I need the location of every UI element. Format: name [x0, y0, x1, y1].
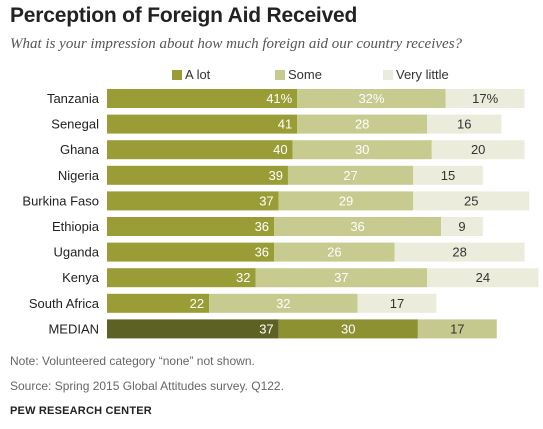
bar-uganda-some: [274, 242, 395, 262]
bar-senegal-some: [297, 114, 428, 134]
bar-kenya-very-little: [427, 268, 539, 288]
bar-ethiopia-very-little: [441, 217, 483, 236]
value-label-ghana-some: 30: [355, 142, 369, 157]
category-label-south-africa: South Africa: [29, 296, 100, 311]
bar-south-africa-some: [209, 293, 358, 313]
category-label-kenya: Kenya: [62, 270, 100, 285]
bar-ghana-a-lot: [107, 140, 293, 160]
value-label-median-some: 30: [341, 321, 355, 336]
value-label-south-africa-very-little: 17: [390, 296, 404, 311]
legend-swatch-some: [275, 70, 285, 80]
value-label-tanzania-some: 32%: [358, 91, 384, 106]
bar-senegal-a-lot: [107, 114, 298, 134]
legend-label-very-little: Very little: [396, 67, 449, 82]
value-label-kenya-a-lot: 32: [236, 270, 250, 285]
category-label-median: MEDIAN: [48, 321, 99, 336]
bar-tanzania-some: [297, 89, 446, 108]
bar-median-some: [278, 319, 418, 339]
chart-title: Perception of Foreign Aid Received: [10, 4, 358, 27]
bar-uganda-very-little: [394, 242, 525, 262]
chart-subtitle: What is your impression about how much f…: [10, 36, 463, 52]
value-label-nigeria-some: 27: [343, 168, 357, 183]
bar-burkina-faso-some: [278, 191, 414, 211]
value-label-burkina-faso-a-lot: 37: [259, 193, 273, 208]
bar-median-very-little: [417, 319, 497, 339]
chart-note: Note: Volunteered category “none” not sh…: [10, 354, 255, 368]
category-label-tanzania: Tanzania: [47, 91, 100, 106]
category-label-burkina-faso: Burkina Faso: [22, 193, 99, 208]
category-label-uganda: Uganda: [53, 245, 99, 260]
value-label-south-africa-some: 32: [276, 296, 290, 311]
chart-source: Source: Spring 2015 Global Attitudes sur…: [10, 379, 284, 393]
bar-median-a-lot: [107, 319, 279, 339]
value-label-uganda-some: 26: [327, 245, 341, 260]
value-label-ethiopia-some: 36: [350, 219, 364, 234]
value-label-senegal-a-lot: 41: [278, 117, 292, 132]
bar-kenya-some: [255, 268, 428, 288]
value-label-senegal-some: 28: [355, 117, 369, 132]
stacked-bar-chart: A lot Some Very little Tanzania 41% 32% 17% Sen…: [22, 67, 539, 339]
legend-swatch-very-little: [383, 70, 393, 80]
bar-south-africa-very-little: [357, 293, 437, 313]
legend-label-some: Some: [288, 67, 322, 82]
bar-burkina-faso-very-little: [413, 191, 530, 211]
bar-nigeria-some: [287, 165, 414, 185]
bar-tanzania-a-lot: [107, 89, 298, 108]
legend-swatch-a-lot: [172, 70, 182, 80]
bar-kenya-a-lot: [107, 268, 256, 288]
value-label-median-a-lot: 37: [259, 321, 273, 336]
bar-ghana-very-little: [431, 140, 525, 160]
value-label-south-africa-a-lot: 22: [190, 296, 204, 311]
value-label-tanzania-very-little: 17%: [472, 91, 498, 106]
bar-nigeria-a-lot: [107, 165, 288, 185]
legend-label-a-lot: A lot: [185, 67, 211, 82]
bar-senegal-very-little: [427, 114, 502, 134]
category-label-nigeria: Nigeria: [58, 168, 100, 183]
bar-ghana-some: [292, 140, 432, 160]
value-label-median-very-little: 17: [450, 321, 464, 336]
bar-ethiopia-some: [274, 217, 442, 236]
value-label-uganda-a-lot: 36: [255, 245, 269, 260]
org-credit: PEW RESEARCH CENTER: [10, 405, 152, 417]
value-label-ghana-a-lot: 40: [273, 142, 287, 157]
value-label-burkina-faso-some: 29: [339, 193, 353, 208]
value-label-kenya-very-little: 24: [476, 270, 490, 285]
value-label-ghana-very-little: 20: [471, 142, 485, 157]
value-label-ethiopia-very-little: 9: [458, 219, 465, 234]
bar-uganda-a-lot: [107, 242, 275, 262]
value-label-tanzania-a-lot: 41%: [266, 91, 292, 106]
category-label-ghana: Ghana: [60, 142, 100, 157]
bar-nigeria-very-little: [413, 165, 483, 185]
bar-burkina-faso-a-lot: [107, 191, 279, 211]
category-label-ethiopia: Ethiopia: [52, 219, 100, 234]
value-label-burkina-faso-very-little: 25: [464, 193, 478, 208]
bar-ethiopia-a-lot: [107, 217, 275, 236]
value-label-senegal-very-little: 16: [457, 117, 471, 132]
value-label-ethiopia-a-lot: 36: [255, 219, 269, 234]
category-label-senegal: Senegal: [51, 117, 99, 132]
value-label-uganda-very-little: 28: [452, 245, 466, 260]
bar-south-africa-a-lot: [107, 293, 210, 313]
value-label-nigeria-a-lot: 39: [268, 168, 282, 183]
bar-tanzania-very-little: [445, 89, 525, 108]
value-label-nigeria-very-little: 15: [441, 168, 455, 183]
value-label-kenya-some: 37: [334, 270, 348, 285]
